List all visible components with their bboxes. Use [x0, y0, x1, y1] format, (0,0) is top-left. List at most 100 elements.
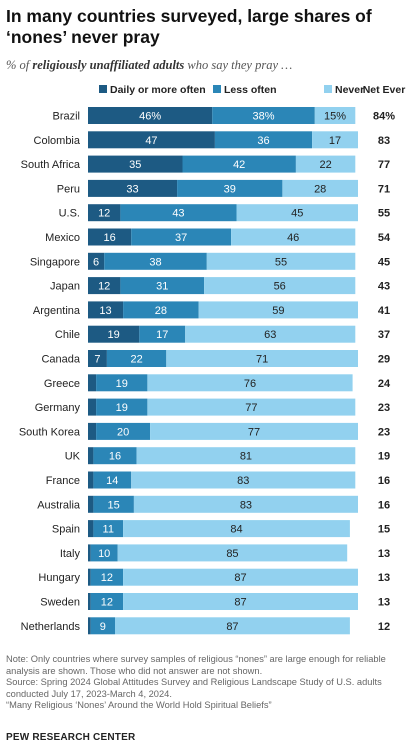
- bar-segment: [120, 204, 237, 222]
- bar-segment: [93, 471, 132, 489]
- net-ever-value: 23: [378, 426, 390, 438]
- net-ever-value: 83: [378, 135, 390, 147]
- bar-segment: [131, 471, 356, 489]
- bar-segment: [177, 179, 283, 197]
- bar-segment: [88, 252, 105, 270]
- subtitle-emphasis: religiously unaffiliated adults: [32, 58, 185, 72]
- bar-segment: [96, 398, 148, 416]
- category-label: South Korea: [19, 426, 81, 438]
- bar-segment: [88, 301, 124, 319]
- net-ever-value: 24: [378, 378, 391, 390]
- bar-segment: [166, 350, 358, 367]
- net-ever-value: 23: [378, 402, 390, 414]
- data-label: 15: [108, 499, 120, 511]
- bar-segment: [88, 544, 91, 562]
- data-label: 87: [234, 572, 246, 584]
- bar-segment: [231, 228, 356, 246]
- data-label: 35: [129, 159, 141, 171]
- data-label: 76: [244, 378, 256, 390]
- bar-segment: [90, 593, 124, 610]
- category-label: Argentina: [33, 305, 81, 317]
- bar-segment: [236, 204, 358, 222]
- category-label: Colombia: [34, 135, 81, 147]
- bar-segment: [115, 617, 350, 635]
- data-label: 43: [172, 208, 184, 220]
- bar-segment: [88, 107, 213, 124]
- data-label: 22: [130, 354, 142, 366]
- data-label: 46%: [139, 111, 161, 123]
- category-label: Canada: [41, 354, 80, 366]
- data-label: 6: [93, 256, 99, 268]
- data-label: 36: [257, 135, 269, 147]
- data-label: 42: [233, 159, 245, 171]
- category-label: Mexico: [45, 232, 80, 244]
- data-label: 20: [117, 426, 129, 438]
- category-label: UK: [65, 451, 81, 463]
- data-label: 81: [240, 451, 252, 463]
- footer-report: “Many Religious ‘Nones’ Around the World…: [6, 700, 272, 710]
- bar-segment: [147, 374, 353, 392]
- bar-segment: [96, 374, 148, 392]
- data-label: 45: [291, 208, 303, 220]
- legend-label-2: Never: [335, 84, 364, 96]
- data-label: 46: [287, 232, 299, 244]
- net-ever-value: 29: [378, 354, 390, 366]
- bar-segment: [185, 325, 356, 343]
- bar-segment: [206, 252, 356, 270]
- bar-segment: [104, 252, 207, 270]
- category-label: South Africa: [21, 159, 81, 171]
- data-label: 12: [101, 597, 113, 609]
- bar-segment: [198, 301, 358, 319]
- bar-segment: [88, 228, 132, 246]
- bar-segment: [93, 447, 137, 465]
- bar-segment: [106, 350, 167, 367]
- bar-segment: [93, 520, 124, 538]
- data-label: 19: [116, 378, 128, 390]
- category-label: U.S.: [59, 208, 80, 220]
- net-ever-value: 77: [378, 159, 390, 171]
- bar-segment: [88, 568, 91, 586]
- bar-segment: [88, 179, 178, 197]
- data-label: 55: [275, 256, 287, 268]
- bar-segment: [123, 593, 358, 610]
- bar-segment: [133, 495, 358, 513]
- data-label: 7: [94, 354, 100, 366]
- data-label: 87: [226, 621, 238, 633]
- category-label: Singapore: [30, 256, 80, 268]
- bar-segment: [117, 544, 348, 562]
- data-label: 28: [155, 305, 167, 317]
- bar-segment: [88, 325, 140, 343]
- bar-segment: [282, 179, 358, 197]
- bar-segment: [88, 155, 183, 173]
- net-ever-value: 12: [378, 621, 390, 633]
- data-label: 38: [149, 256, 161, 268]
- data-label: 59: [272, 305, 284, 317]
- category-label: Chile: [55, 329, 80, 341]
- data-label: 12: [98, 281, 110, 293]
- bar-segment: [139, 325, 186, 343]
- net-ever-value: 41: [378, 305, 390, 317]
- net-ever-value: 54: [378, 232, 391, 244]
- data-label: 33: [126, 183, 138, 195]
- footer-note: Note: Only countries where survey sample…: [6, 654, 386, 676]
- data-label: 17: [156, 329, 168, 341]
- data-label: 63: [264, 329, 276, 341]
- bar-segment: [88, 617, 91, 635]
- data-label: 14: [106, 475, 118, 487]
- chart-title: In many countries surveyed, large shares…: [6, 6, 372, 47]
- bar-segment: [182, 155, 296, 173]
- data-label: 39: [224, 183, 236, 195]
- bar-segment: [88, 398, 97, 416]
- subtitle-suffix: who say they pray …: [184, 58, 293, 72]
- data-label: 10: [98, 548, 110, 560]
- category-label: Italy: [60, 548, 81, 560]
- bar-segment: [123, 520, 350, 538]
- data-label: 71: [256, 354, 268, 366]
- category-label: Australia: [37, 499, 81, 511]
- bar-segment: [88, 422, 97, 440]
- bar-segment: [147, 398, 356, 416]
- category-label: Spain: [52, 524, 80, 536]
- net-ever-value: 19: [378, 451, 390, 463]
- data-label: 77: [245, 402, 257, 414]
- bar-segment: [88, 593, 91, 610]
